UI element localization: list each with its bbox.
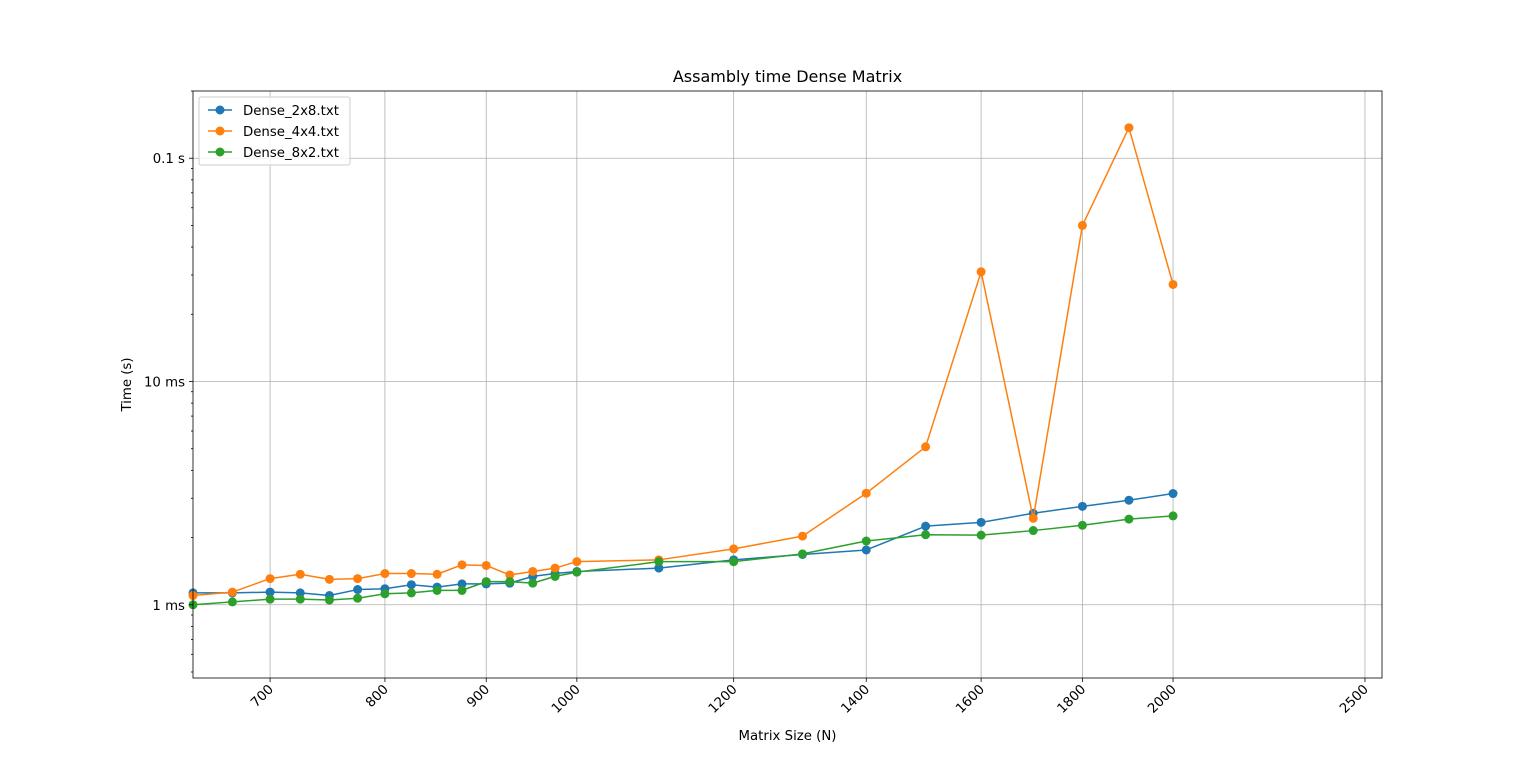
- legend-marker: [215, 105, 225, 115]
- x-tick-label: 2500: [1337, 682, 1372, 717]
- data-point: [654, 557, 664, 567]
- series-Dense_8x2.txt: [188, 511, 1178, 610]
- series-Dense_4x4.txt: [188, 123, 1178, 601]
- data-point: [227, 587, 237, 597]
- data-point: [1077, 520, 1087, 530]
- data-point: [1124, 123, 1134, 133]
- data-point: [1077, 220, 1087, 230]
- data-point: [528, 566, 538, 576]
- data-point: [572, 557, 582, 567]
- data-point: [265, 574, 275, 584]
- series-line: [192, 515, 1174, 606]
- legend-label: Dense_8x2.txt: [243, 146, 339, 161]
- x-tick-label: 900: [465, 682, 494, 711]
- data-point: [1168, 489, 1178, 499]
- data-point: [406, 588, 416, 598]
- legend: Dense_2x8.txt Dense_4x4.txt Dense_8x2.txt: [198, 96, 351, 166]
- data-point: [406, 569, 416, 579]
- data-point: [481, 577, 491, 587]
- y-tick-label: 0.1 s: [153, 152, 185, 167]
- data-point: [353, 585, 363, 595]
- data-point: [380, 569, 390, 579]
- y-tick-label: 10 ms: [144, 375, 185, 390]
- series-line: [193, 492, 1174, 597]
- x-tick-label: 1600: [953, 682, 988, 717]
- data-point: [1028, 526, 1038, 536]
- tick-layer: 700 800 900 1000 1200 1400 1600 1800 2000 2500 1 m…: [144, 90, 1372, 717]
- data-point: [798, 531, 808, 541]
- data-point: [976, 530, 986, 540]
- data-point: [861, 488, 871, 498]
- data-point: [1124, 514, 1134, 524]
- data-point: [265, 594, 275, 604]
- legend-label: Dense_4x4.txt: [243, 125, 339, 140]
- data-point: [457, 585, 467, 595]
- data-point: [528, 578, 538, 588]
- data-point: [295, 569, 305, 579]
- x-tick-label: 1000: [549, 682, 584, 717]
- data-point: [505, 577, 515, 587]
- data-point: [295, 594, 305, 604]
- data-point: [380, 589, 390, 599]
- x-tick-label: 800: [363, 682, 392, 711]
- data-point: [1124, 495, 1134, 505]
- data-point: [457, 560, 467, 570]
- data-point: [729, 557, 739, 567]
- data-point: [921, 442, 931, 452]
- data-point: [729, 544, 739, 554]
- chart-title: Assambly time Dense Matrix: [673, 67, 902, 86]
- data-point: [976, 267, 986, 277]
- data-point: [1077, 501, 1087, 511]
- data-point: [481, 560, 491, 570]
- data-point: [798, 549, 808, 559]
- data-point: [550, 563, 560, 573]
- data-point: [550, 571, 560, 581]
- data-point: [295, 588, 305, 598]
- data-point: [976, 517, 986, 527]
- y-axis-label: Time (s): [120, 357, 135, 412]
- y-tick-label: 1 ms: [152, 599, 185, 614]
- data-point: [265, 587, 275, 597]
- data-point: [572, 567, 582, 577]
- data-point: [324, 595, 334, 605]
- data-point: [1168, 511, 1178, 521]
- legend-label: Dense_2x8.txt: [243, 104, 339, 119]
- data-point: [921, 530, 931, 540]
- data-point: [654, 563, 664, 573]
- data-point: [324, 574, 334, 584]
- data-point: [921, 521, 931, 531]
- data-point: [432, 569, 442, 579]
- x-tick-label: 1800: [1055, 682, 1090, 717]
- data-point: [432, 585, 442, 595]
- data-point: [353, 593, 363, 603]
- grid: [193, 91, 1382, 678]
- legend-frame: [198, 96, 351, 166]
- series-layer: [188, 123, 1178, 610]
- data-point: [861, 545, 871, 555]
- data-point: [353, 574, 363, 584]
- x-tick-label: 1400: [839, 682, 874, 717]
- data-point: [1028, 513, 1038, 523]
- data-point: [1168, 279, 1178, 289]
- data-point: [861, 536, 871, 546]
- legend-marker: [215, 147, 225, 157]
- x-tick-label: 700: [248, 682, 277, 711]
- series-line: [192, 126, 1174, 597]
- data-point: [505, 570, 515, 580]
- x-tick-label: 1200: [706, 682, 741, 717]
- legend-marker: [215, 126, 225, 136]
- data-point: [406, 580, 416, 590]
- axes-frame: [192, 90, 1383, 679]
- x-tick-label: 2000: [1145, 682, 1180, 717]
- series-Dense_2x8.txt: [188, 489, 1178, 601]
- x-axis-label: Matrix Size (N): [739, 729, 837, 744]
- data-point: [457, 579, 467, 589]
- data-point: [227, 597, 237, 607]
